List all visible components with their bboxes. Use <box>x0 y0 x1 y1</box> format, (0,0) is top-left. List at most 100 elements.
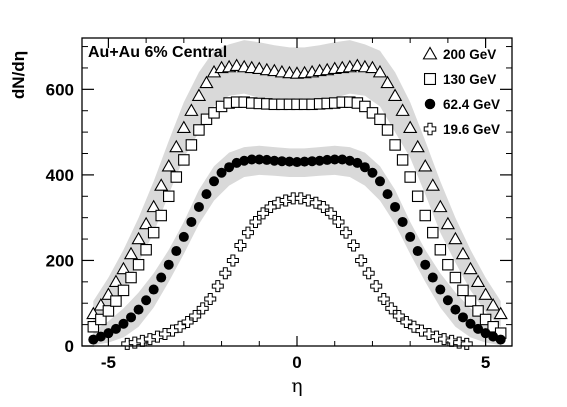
y-tick-label-0: 0 <box>65 337 74 356</box>
point-0-50 <box>463 261 478 275</box>
point-2-2 <box>103 328 114 339</box>
legend: 200 GeV 130 GeV 62.4 GeV 19.6 GeV <box>422 46 500 137</box>
point-1-5 <box>125 271 137 284</box>
point-0-41 <box>395 103 410 116</box>
legend-label-2: 62.4 GeV <box>443 97 500 112</box>
point-2-37 <box>367 167 378 178</box>
point-2-13 <box>186 216 197 227</box>
point-2-50 <box>465 318 476 329</box>
point-0-14 <box>191 88 207 101</box>
point-3-28 <box>332 215 345 228</box>
point-3-11 <box>204 292 217 305</box>
point-2-7 <box>141 295 152 306</box>
point-2-28 <box>299 156 310 167</box>
point-0-51 <box>470 274 486 288</box>
point-0-15 <box>199 75 214 89</box>
point-3-18 <box>257 207 270 220</box>
point-0-49 <box>455 246 471 260</box>
point-1-2 <box>102 305 115 317</box>
point-0-54 <box>493 306 508 320</box>
point-1-13 <box>185 139 198 151</box>
point-0-9 <box>154 178 169 191</box>
point-2-30 <box>314 155 325 166</box>
point-3-41 <box>430 330 443 343</box>
point-2-17 <box>216 167 227 178</box>
point-1-7 <box>140 244 152 256</box>
x-tick-label-1: 0 <box>292 353 301 372</box>
point-2-51 <box>473 323 484 334</box>
point-1-3 <box>110 295 122 307</box>
point-0-43 <box>410 139 425 153</box>
point-0-52 <box>478 287 493 300</box>
point-2-54 <box>495 334 506 345</box>
point-2-48 <box>450 304 461 315</box>
point-1-46 <box>434 244 447 256</box>
point-2-25 <box>276 156 287 167</box>
point-3-30 <box>347 239 360 252</box>
point-3-14 <box>226 254 239 267</box>
point-1-38 <box>374 113 386 126</box>
point-2-12 <box>178 231 189 242</box>
point-2-43 <box>412 246 423 257</box>
point-2-3 <box>110 323 121 334</box>
point-1-10 <box>163 190 175 203</box>
point-0-48 <box>448 231 463 245</box>
point-0-40 <box>387 88 403 101</box>
point-1-51 <box>472 305 484 317</box>
point-1-36 <box>359 100 371 113</box>
point-0-44 <box>418 159 433 172</box>
point-3-10 <box>196 302 209 315</box>
point-2-19 <box>231 157 242 168</box>
point-1-44 <box>419 209 431 222</box>
point-2-1 <box>95 331 106 342</box>
point-1-12 <box>178 154 190 166</box>
y-tick-label-3: 600 <box>46 80 74 99</box>
point-1-14 <box>193 124 205 136</box>
point-1-8 <box>147 226 160 239</box>
point-0-42 <box>403 120 418 134</box>
point-3-15 <box>234 239 247 252</box>
point-1-0 <box>87 320 100 333</box>
point-1-16 <box>208 107 220 119</box>
tick-labels: -5 0 5 0 200 400 600 <box>46 80 491 372</box>
point-3-40 <box>423 328 436 341</box>
point-2-22 <box>254 154 265 165</box>
point-3-16 <box>241 226 254 239</box>
point-2-33 <box>337 154 348 165</box>
point-3-23 <box>294 192 307 205</box>
x-tick-label-0: -5 <box>101 353 116 372</box>
point-3-17 <box>249 215 262 228</box>
point-3-9 <box>189 310 202 323</box>
point-3-45 <box>460 337 473 350</box>
point-2-31 <box>322 154 333 165</box>
point-2-45 <box>427 272 438 283</box>
point-2-21 <box>246 154 257 165</box>
point-0-11 <box>169 139 184 153</box>
point-2-18 <box>224 162 235 173</box>
point-3-34 <box>377 292 390 305</box>
point-1-50 <box>464 295 477 307</box>
x-axis-label: η <box>291 375 302 397</box>
x-tick-label-2: 5 <box>481 353 490 372</box>
point-1-45 <box>427 226 439 239</box>
point-0-4 <box>116 261 131 275</box>
point-2-9 <box>156 272 167 283</box>
point-3-29 <box>340 226 353 239</box>
point-2-46 <box>435 284 446 295</box>
legend-marker-1 <box>423 72 437 86</box>
y-axis-label: dN/dη <box>9 51 28 99</box>
point-2-53 <box>488 331 499 342</box>
point-0-53 <box>485 298 501 311</box>
point-1-1 <box>95 313 107 326</box>
point-2-32 <box>329 154 340 165</box>
point-0-46 <box>433 199 448 213</box>
point-0-37 <box>365 60 380 74</box>
point-2-27 <box>292 157 302 168</box>
point-1-52 <box>479 313 492 326</box>
point-2-15 <box>201 189 212 200</box>
point-3-12 <box>211 280 224 293</box>
point-3-7 <box>174 320 187 333</box>
point-0-13 <box>184 103 199 116</box>
y-tick-label-2: 400 <box>46 166 74 185</box>
